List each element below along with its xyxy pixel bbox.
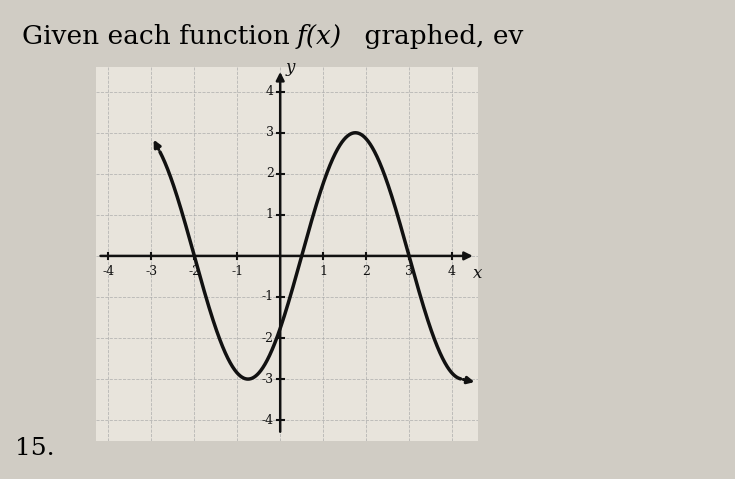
Text: -3: -3 xyxy=(262,373,273,386)
Text: -4: -4 xyxy=(102,265,115,278)
Text: 4: 4 xyxy=(448,265,456,278)
Text: -2: -2 xyxy=(188,265,201,278)
Text: 3: 3 xyxy=(405,265,413,278)
Text: x: x xyxy=(473,265,482,282)
Text: -1: -1 xyxy=(262,290,273,304)
Text: 4: 4 xyxy=(266,85,273,98)
Text: -2: -2 xyxy=(262,331,273,344)
Text: 2: 2 xyxy=(362,265,370,278)
Text: 3: 3 xyxy=(266,126,273,139)
Text: 15.: 15. xyxy=(15,437,54,460)
Text: -4: -4 xyxy=(262,414,273,427)
Text: f(x): f(x) xyxy=(296,24,341,49)
Text: -3: -3 xyxy=(146,265,157,278)
Text: y: y xyxy=(285,59,295,76)
Text: Given each function: Given each function xyxy=(22,24,298,49)
Text: graphed, ev: graphed, ev xyxy=(356,24,524,49)
Text: 2: 2 xyxy=(266,167,273,180)
Text: 1: 1 xyxy=(319,265,327,278)
Text: -1: -1 xyxy=(232,265,243,278)
Text: 1: 1 xyxy=(266,208,273,221)
